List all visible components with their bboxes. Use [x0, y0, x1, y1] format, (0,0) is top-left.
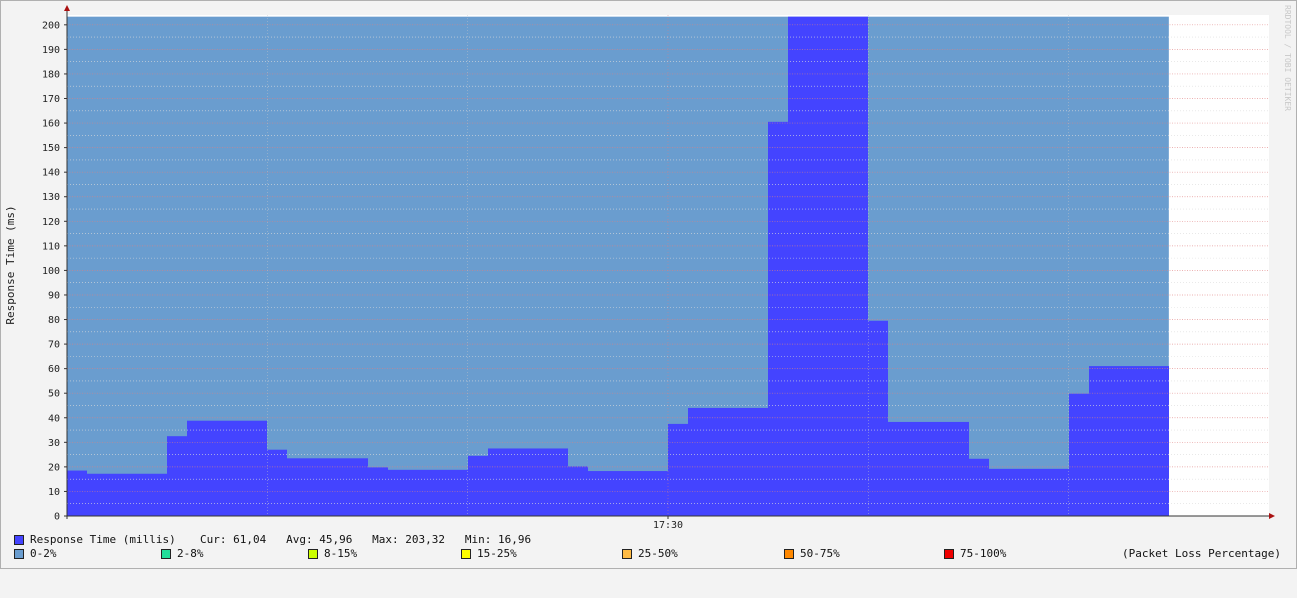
y-tick-label: 90 — [48, 290, 60, 301]
watermark-text: RRDTOOL / TOBI OETIKER — [1283, 5, 1292, 111]
tick-labels: 0 10 20 30 40 50 60 70 80 90 100 110 120 130 140 150 160… — [42, 20, 683, 530]
y-tick-label: 190 — [42, 45, 60, 56]
y-tick-label: 180 — [42, 69, 60, 80]
y-tick-label: 140 — [42, 168, 60, 179]
response-time-step-16 — [788, 16, 868, 516]
legend-label-loss: 75-100% — [960, 547, 1007, 560]
response-time-step-14 — [688, 407, 768, 516]
y-tick-label: 160 — [42, 119, 60, 130]
legend-swatch-loss — [784, 549, 794, 559]
y-tick-label: 150 — [42, 143, 60, 154]
y-tick-label: 130 — [42, 192, 60, 203]
legend-label-response-time: Response Time (millis) — [30, 533, 176, 546]
response-time-step-6 — [287, 458, 368, 516]
response-time-step-22 — [1089, 366, 1169, 516]
legend-swatch-loss — [308, 549, 318, 559]
y-axis-arrow — [64, 5, 70, 11]
response-time-step-13 — [668, 423, 688, 516]
axes — [64, 5, 1275, 519]
response-time-step-2 — [87, 473, 167, 516]
legend-swatch-loss — [944, 549, 954, 559]
x-tick-label: 17:30 — [653, 520, 683, 530]
x-axis-arrow — [1269, 513, 1275, 519]
response-time-step-12 — [588, 471, 668, 516]
response-time-step-15 — [768, 121, 788, 517]
y-axis-label: Response Time (ms) — [4, 205, 17, 324]
y-tick-label: 80 — [48, 315, 60, 326]
response-time-step-20 — [989, 468, 1069, 516]
response-time-step-10 — [488, 448, 568, 516]
y-tick-label: 70 — [48, 340, 60, 351]
response-time-step-19 — [969, 458, 989, 516]
legend-swatch-loss — [622, 549, 632, 559]
legend-row-packet-loss: (Packet Loss Percentage) 0-2% 2-8% 8-15% 15… — [14, 547, 1284, 560]
legend-swatch-loss — [14, 549, 24, 559]
legend-swatch-loss — [461, 549, 471, 559]
y-tick-label: 30 — [48, 438, 60, 449]
y-tick-label: 20 — [48, 462, 60, 473]
y-tick-label: 200 — [42, 20, 60, 31]
response-time-step-1 — [67, 470, 87, 516]
response-time-step-9 — [468, 455, 488, 516]
response-time-chart: 0 10 20 30 40 50 60 70 80 90 100 110 120 130 140 150 160… — [4, 5, 1292, 530]
y-tick-label: 60 — [48, 364, 60, 375]
legend-label-loss: 25-50% — [638, 547, 678, 560]
y-tick-label: 120 — [42, 217, 60, 228]
y-tick-label: 10 — [48, 487, 60, 498]
legend-label-loss: 50-75% — [800, 547, 840, 560]
y-tick-label: 0 — [54, 512, 60, 523]
legend-stats: Cur: 61,04 Avg: 45,96 Max: 203,32 Min: 1… — [200, 533, 532, 546]
y-tick-label: 110 — [42, 241, 60, 252]
response-time-step-17 — [868, 320, 888, 516]
legend-label-loss: 2-8% — [177, 547, 204, 560]
response-time-step-18 — [888, 421, 969, 516]
y-tick-label: 100 — [42, 266, 60, 277]
grid-lines — [67, 15, 1269, 516]
legend: Response Time (millis) Cur: 61,04 Avg: 4… — [14, 533, 1284, 572]
response-time-step-4 — [187, 420, 267, 516]
response-time-step-8 — [388, 469, 468, 516]
legend-swatch-loss — [161, 549, 171, 559]
y-tick-label: 40 — [48, 413, 60, 424]
legend-row-response: Response Time (millis) Cur: 61,04 Avg: 4… — [14, 533, 1284, 546]
response-time-step-3 — [167, 436, 187, 516]
legend-label-loss: 15-25% — [477, 547, 517, 560]
legend-packet-loss-title: (Packet Loss Percentage) — [1122, 547, 1281, 560]
legend-swatch-response-time — [14, 535, 24, 545]
legend-label-loss: 0-2% — [30, 547, 57, 560]
y-tick-label: 170 — [42, 94, 60, 105]
response-time-step-5 — [267, 449, 287, 516]
legend-label-loss: 8-15% — [324, 547, 358, 560]
y-tick-label: 50 — [48, 389, 60, 400]
